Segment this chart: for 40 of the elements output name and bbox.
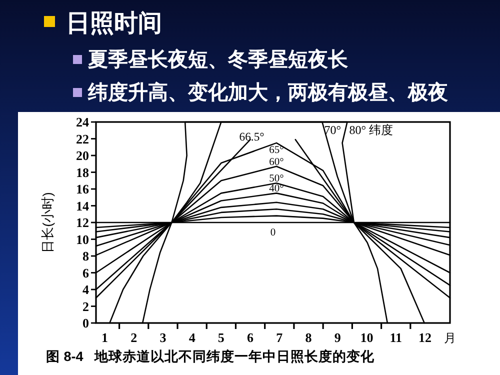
series-label: 60°	[269, 156, 284, 168]
y-tick-label: 4	[82, 282, 90, 297]
y-tick-label: 0	[82, 316, 89, 330]
x-tick-label: 4	[188, 330, 196, 345]
series-label: 0	[270, 228, 276, 238]
y-tick-label: 10	[76, 232, 89, 247]
x-tick-label: 7	[276, 330, 284, 345]
x-tick-label: 11	[390, 330, 402, 345]
y-tick-label: 24	[76, 114, 90, 130]
x-tick-label: 6	[247, 330, 254, 345]
series-label: 70°	[324, 123, 342, 137]
y-axis-title: 日长(小时)	[40, 192, 55, 253]
text: 夏季昼长夜短、冬季昼短夜长	[87, 48, 349, 71]
x-tick-label: 12	[418, 330, 432, 345]
series-label: 80°	[349, 123, 366, 137]
y-tick-label: 14	[76, 198, 90, 214]
series-label: 40°	[269, 184, 284, 195]
y-tick-label: 22	[76, 131, 89, 146]
y-tick-label: 8	[82, 248, 90, 264]
series-label: 66.5°	[239, 130, 265, 144]
x-axis-title: 月	[444, 331, 456, 345]
x-tick-label: 2	[130, 330, 138, 345]
y-tick-label: 6	[82, 265, 90, 280]
y-tick-label: 2	[82, 298, 89, 314]
y-tick-label: 20	[76, 148, 89, 163]
x-tick-label: 5	[218, 330, 225, 345]
caption: 图 8-4 地球赤道以北不同纬度一年中日照长度的变化	[46, 348, 376, 364]
text: 纬度升高、变化加大，两极有极昼、极夜	[87, 81, 448, 104]
series-label: 50°	[269, 174, 284, 185]
y-tick-label: 18	[76, 164, 90, 180]
x-tick-label: 3	[160, 330, 167, 345]
x-tick-label: 10	[360, 330, 374, 345]
series-label: 65°	[269, 144, 284, 156]
y-tick-label: 12	[76, 215, 89, 230]
y-tick-label: 16	[76, 182, 90, 196]
annotation: 纬度	[369, 123, 394, 137]
x-tick-label: 9	[334, 330, 342, 345]
x-tick-label: 8	[305, 330, 312, 345]
chart-title: 日照时间	[66, 10, 162, 37]
x-tick-label: 1	[101, 330, 108, 345]
